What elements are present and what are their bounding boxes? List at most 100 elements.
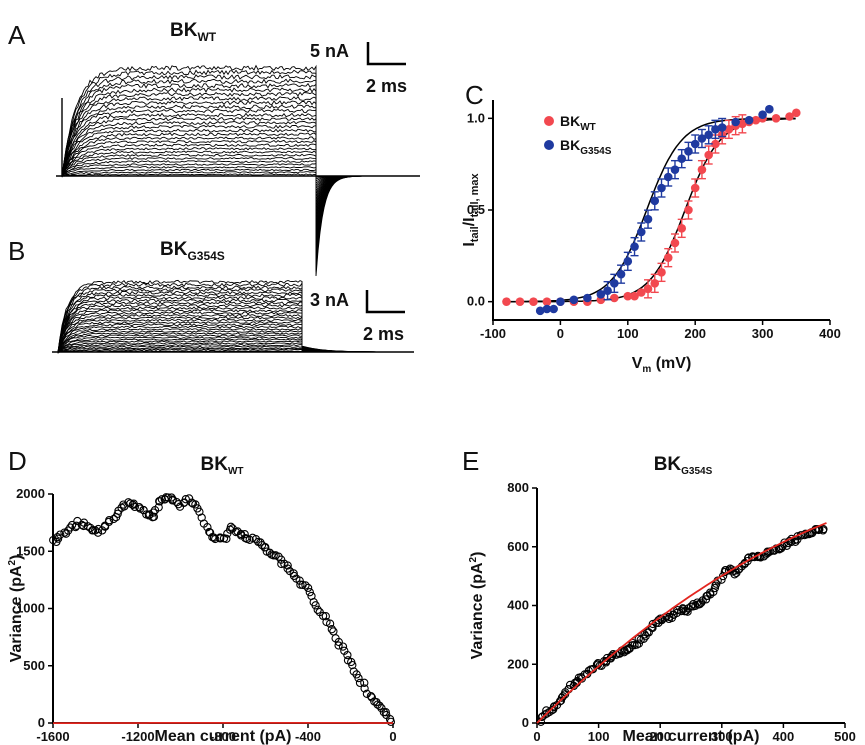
panel-d-data-point (334, 637, 343, 647)
panel-d-data-point (305, 588, 314, 597)
panel-d-data-point (283, 564, 292, 573)
panel-c-legend-marker (544, 140, 554, 150)
panel-c-point-g354s (717, 123, 727, 132)
panel-e-y-tick-label: 200 (507, 656, 529, 671)
panel-e-fit-curve (536, 522, 827, 724)
panel-e-data-point (819, 524, 828, 534)
panel-c-point-g354s (610, 279, 619, 288)
panel-c-point-g354s (535, 306, 545, 316)
panel-c-x-tick-label: 0 (557, 326, 564, 341)
panel-b-trace (57, 342, 414, 353)
panel-d-x-tick-label: -800 (210, 729, 236, 744)
panel-d-y-tick-label: 0 (38, 715, 45, 730)
panel-b-scale-current: 3 nA (310, 290, 349, 310)
panel-d-data-point (355, 678, 365, 688)
panel-c-point-wt (502, 297, 511, 306)
panel-d-data-point (360, 678, 369, 687)
panel-d-data-point (343, 650, 352, 660)
panel-e-data-point (628, 638, 637, 648)
panel-e-data-point (607, 651, 616, 661)
panel-d-data-point (130, 502, 139, 512)
panel-e-variance-chart: 0 100 200 300 400 500 0 200 400 600 800 BKG354S Mean… (468, 454, 856, 745)
panel-e-data-point (689, 600, 698, 609)
panel-c-point-wt (529, 297, 538, 306)
panel-a-label: A (8, 20, 26, 50)
panel-e-x-tick-label: 0 (533, 729, 540, 744)
panel-c-point-g354s (744, 115, 754, 125)
panel-d-data-point (163, 493, 173, 502)
panel-c-x-axis-title: Vm (mV) (632, 355, 692, 375)
panel-d-x-axis-title: Mean current (pA) (155, 728, 292, 745)
panel-c-point-wt (677, 224, 687, 233)
panel-d-data-point (86, 523, 95, 533)
panel-c-point-wt (542, 297, 552, 306)
panel-c-point-wt (636, 288, 646, 297)
panel-d-data-point (191, 500, 200, 509)
panel-c-point-wt (785, 112, 794, 121)
panel-c-point-g354s (684, 147, 693, 156)
panel-c-point-g354s (663, 172, 673, 182)
panel-e-y-tick-label: 600 (507, 539, 529, 554)
panel-c-x-tick-label: 100 (617, 326, 639, 341)
panel-d-data-point (311, 601, 320, 610)
panel-d-data-point (205, 528, 215, 537)
panel-d-data-point (139, 506, 148, 515)
panel-a-scale-current: 5 nA (310, 41, 349, 61)
panel-d-data-point (181, 495, 190, 504)
panel-c-x-tick-label: 400 (819, 326, 841, 341)
panel-d-data-point (105, 516, 114, 525)
panel-a-current-traces (56, 64, 420, 277)
panel-c-point-g354s (711, 125, 720, 134)
panel-c-point-wt (690, 183, 700, 193)
panel-c-point-wt (610, 293, 619, 303)
panel-c-point-wt (751, 115, 761, 125)
panel-d-data-point (349, 667, 358, 676)
panel-b-scale-bar: 3 nA 2 ms (310, 290, 405, 344)
panel-c-point-wt (515, 297, 525, 306)
panel-d-data-point (209, 533, 219, 542)
panel-c-point-g354s (596, 290, 606, 299)
panel-d-data-point (236, 529, 246, 539)
panel-d-data-point (338, 642, 348, 651)
panel-c-point-g354s (650, 196, 660, 206)
panel-c-point-wt (704, 150, 713, 160)
panel-d-data-point (195, 507, 204, 516)
panel-a-trace (61, 78, 420, 264)
panel-d-y-tick-label: 500 (23, 658, 45, 673)
panel-a-trace (61, 168, 420, 182)
panel-b-scale-time: 2 ms (363, 324, 404, 344)
panel-d-data-point (381, 708, 390, 717)
panel-d-data-point (354, 673, 363, 683)
panel-c-point-wt (663, 253, 673, 262)
panel-c-legend-label: BKWT (560, 113, 596, 133)
panel-e-data-point (681, 606, 691, 615)
panel-e-data-point (558, 692, 568, 701)
panel-c-point-g354s (542, 304, 552, 314)
panel-c-point-g354s (549, 304, 558, 314)
panel-e-data-point (672, 608, 682, 618)
panel-a-trace (61, 91, 420, 251)
panel-d-data-point (157, 495, 167, 504)
panel-d-data-point (109, 514, 118, 524)
panel-c-point-wt (650, 279, 660, 288)
panel-e-title: BKG354S (654, 454, 713, 477)
panel-e-data-point (602, 653, 612, 663)
panel-d-variance-chart: -1600 -1200 -800 -400 0 0 500 1000 1500 2000 BKWT M… (7, 454, 397, 745)
panel-c-label: C (465, 80, 484, 110)
panel-d-data-point (375, 701, 384, 710)
panel-c-point-g354s (643, 214, 653, 224)
panel-d-data-point (56, 530, 65, 539)
panel-e-x-tick-label: 300 (711, 729, 733, 744)
panel-e-label: E (462, 446, 479, 476)
panel-d-data-point (226, 522, 236, 531)
panel-c-point-wt (623, 291, 633, 301)
panel-d-data-point (155, 497, 164, 506)
panel-e-y-axis-title: Variance (pA2) (468, 552, 486, 660)
panel-d-data-point (53, 534, 63, 543)
panel-d-data-point (93, 528, 103, 537)
panel-a-scale-bar: 5 nA 2 ms (310, 41, 407, 96)
panel-c-point-g354s (623, 257, 633, 266)
panel-c-point-wt (684, 205, 693, 215)
panel-e-x-tick-label: 100 (588, 729, 610, 744)
panel-c-point-g354s (569, 295, 579, 305)
